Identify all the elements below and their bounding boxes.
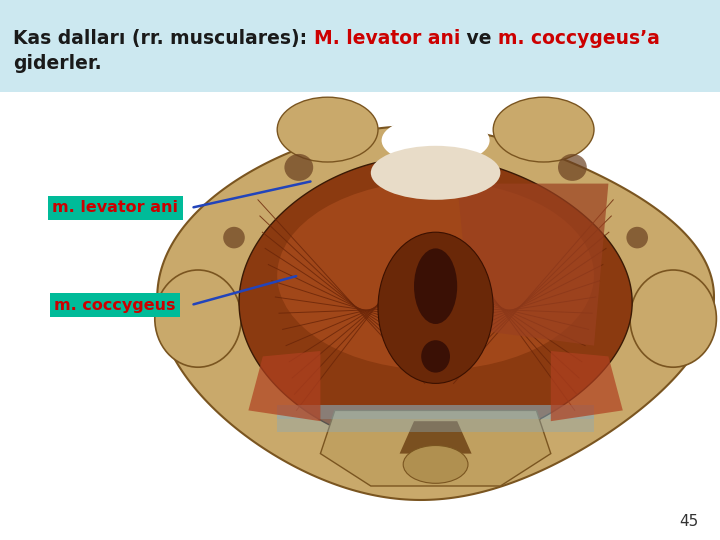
Ellipse shape — [403, 446, 468, 483]
Text: m. coccygeus: m. coccygeus — [55, 298, 176, 313]
Polygon shape — [400, 421, 472, 454]
Polygon shape — [157, 126, 714, 500]
Text: giderler.: giderler. — [13, 54, 102, 73]
Text: m. levator ani: m. levator ani — [53, 200, 179, 215]
Ellipse shape — [630, 270, 716, 367]
Polygon shape — [248, 351, 320, 421]
Ellipse shape — [277, 97, 378, 162]
Polygon shape — [457, 184, 608, 346]
Ellipse shape — [558, 154, 587, 181]
Text: M. levator ani: M. levator ani — [314, 29, 460, 48]
Ellipse shape — [223, 227, 245, 248]
Ellipse shape — [414, 248, 457, 324]
Ellipse shape — [378, 232, 493, 383]
Text: Kas dalları (rr. musculares):: Kas dalları (rr. musculares): — [13, 29, 314, 48]
FancyBboxPatch shape — [0, 92, 720, 540]
Ellipse shape — [277, 181, 594, 370]
Text: 45: 45 — [679, 514, 698, 529]
Polygon shape — [551, 351, 623, 421]
Polygon shape — [277, 418, 594, 432]
Polygon shape — [277, 405, 594, 418]
FancyBboxPatch shape — [0, 0, 720, 92]
Ellipse shape — [421, 340, 450, 373]
Polygon shape — [320, 410, 551, 486]
Text: ve: ve — [460, 29, 498, 48]
Polygon shape — [239, 157, 632, 448]
Ellipse shape — [626, 227, 648, 248]
Ellipse shape — [155, 270, 241, 367]
Text: m. coccygeus’a: m. coccygeus’a — [498, 29, 660, 48]
Ellipse shape — [284, 154, 313, 181]
Ellipse shape — [382, 116, 490, 165]
Ellipse shape — [493, 97, 594, 162]
Ellipse shape — [371, 146, 500, 200]
